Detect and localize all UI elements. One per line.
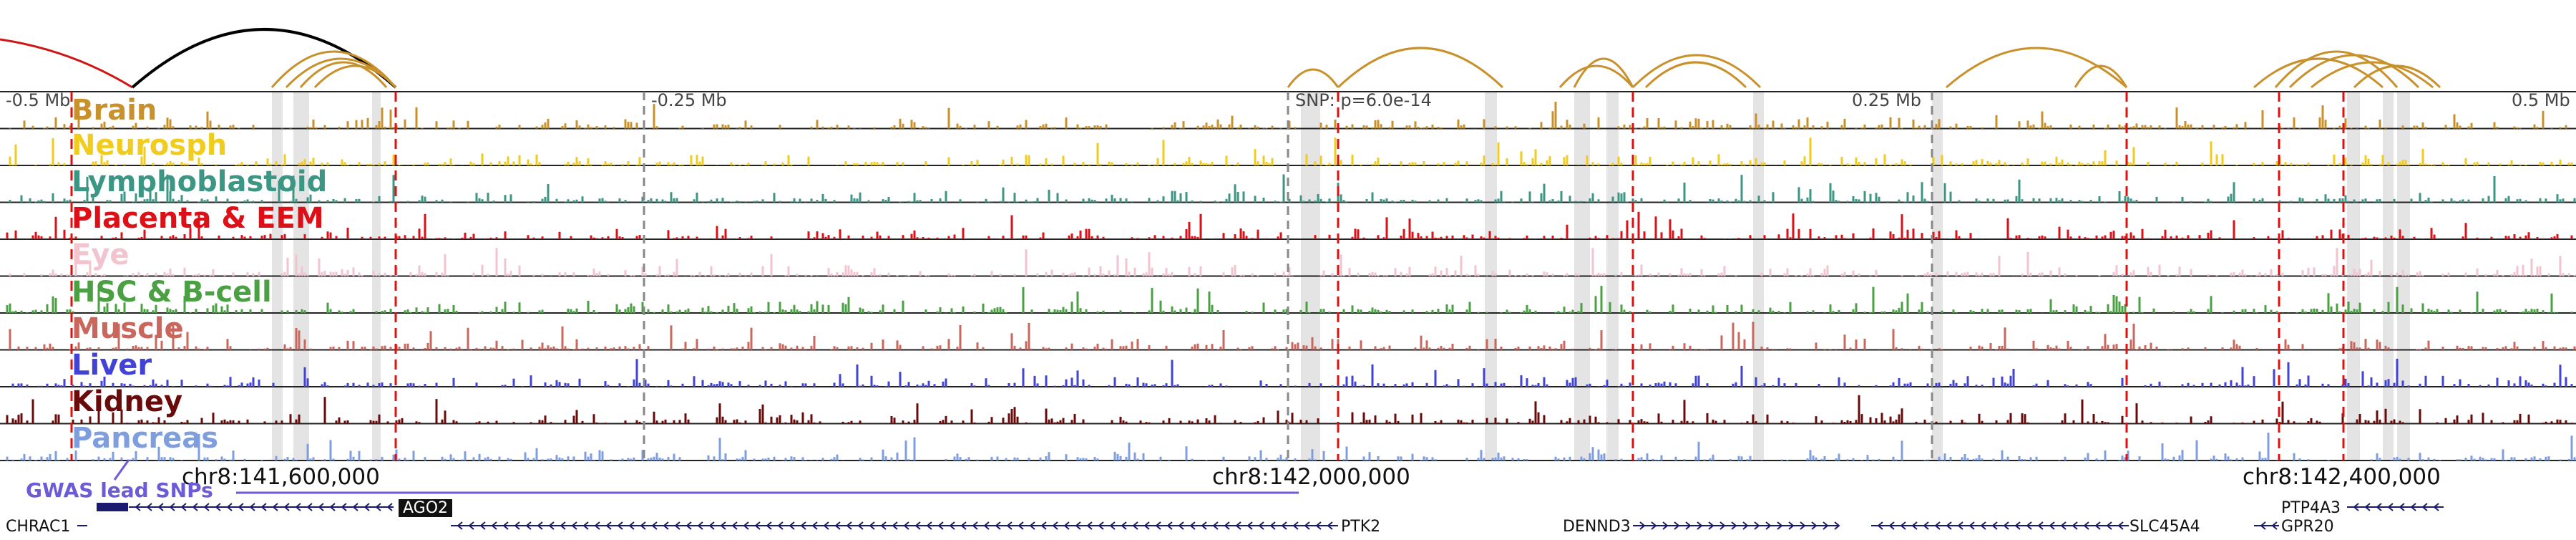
loop-arc: [1558, 64, 1634, 88]
gene-strand-arrows: [2353, 503, 2439, 511]
loop-arc: [313, 64, 397, 89]
track-signal: [11, 358, 2573, 387]
loop-arc: [2353, 64, 2441, 89]
loop-arc: [2288, 54, 2420, 89]
coordinate-label-1: chr8:141,600,000: [182, 464, 380, 490]
gene-strand-arrows: [1877, 521, 2124, 530]
track-signal: [9, 248, 2576, 276]
gene-label-ago2: AGO2: [399, 499, 453, 517]
track-label-neurosph: Neurosph: [72, 129, 228, 162]
track-signal: [6, 211, 2573, 239]
loop-arc: [2274, 50, 2399, 88]
track-signal: [6, 322, 2576, 350]
loop-arc: [1644, 61, 1747, 89]
track-label-brain: Brain: [72, 94, 157, 127]
coordinate-label-3: chr8:142,400,000: [2243, 464, 2441, 490]
gene-strand-arrows: [135, 503, 393, 511]
track-label-kidney: Kidney: [72, 385, 183, 418]
scale-right-mid-label: 0.25 Mb: [1852, 90, 1922, 110]
track-label-hsc-bcell: HSC & B-cell: [72, 276, 272, 309]
loop-arc-red: [0, 38, 133, 89]
gene-label-ptk2: PTK2: [1341, 518, 1381, 536]
loop-arc: [2311, 61, 2434, 89]
loop-arc: [1946, 47, 2127, 89]
track-signal: [9, 138, 2573, 165]
gene-label-slc45a4: SLC45A4: [2129, 518, 2200, 536]
track-signal: [9, 174, 2576, 203]
gwas-pointer: [113, 459, 130, 481]
track-label-eye: Eye: [72, 238, 130, 271]
track-label-liver: Liver: [72, 349, 152, 382]
gene-strand-arrows: [2260, 521, 2278, 530]
loop-arc: [2074, 64, 2128, 88]
track-label-lymphoblastoid: Lymphoblastoid: [72, 165, 328, 198]
gene-label-gpr20: GPR20: [2281, 518, 2334, 536]
track-label-pancreas: Pancreas: [72, 422, 219, 455]
scale-right-label: 0.5 Mb: [2512, 90, 2570, 110]
gene-label-ptp4a3: PTP4A3: [2281, 499, 2341, 517]
gene-label-dennd3: DENND3: [1563, 518, 1631, 536]
track-signal: [6, 433, 2576, 461]
gene-label-chrac1: CHRAC1: [6, 518, 71, 536]
track-signal: [6, 395, 2573, 424]
track-label-muscle: Muscle: [72, 312, 184, 345]
track-signal: [9, 102, 2567, 129]
coordinate-label-2: chr8:142,000,000: [1212, 464, 1410, 490]
loop-arc: [1287, 68, 1340, 88]
loop-arc: [1337, 47, 1504, 89]
track-label-placenta: Placenta & EEM: [72, 202, 324, 235]
gene-strand-arrows: [457, 521, 1333, 530]
gwas-lead-snps-label: GWAS lead SNPs: [26, 478, 213, 502]
snp-pvalue-label: SNP: p=6.0e-14: [1295, 90, 1432, 110]
track-signal: [6, 286, 2573, 313]
loop-arc: [270, 50, 397, 88]
gene-strand-arrows: [1639, 521, 1840, 530]
gene-exon-block: [97, 503, 128, 511]
loop-arc: [299, 61, 388, 88]
scale-left-label: -0.5 Mb: [6, 90, 71, 110]
loop-arc: [1631, 54, 1762, 89]
loop-arc-black: [131, 28, 397, 89]
scale-left-mid-label: -0.25 Mb: [651, 90, 727, 110]
loop-arc: [1573, 57, 1634, 88]
